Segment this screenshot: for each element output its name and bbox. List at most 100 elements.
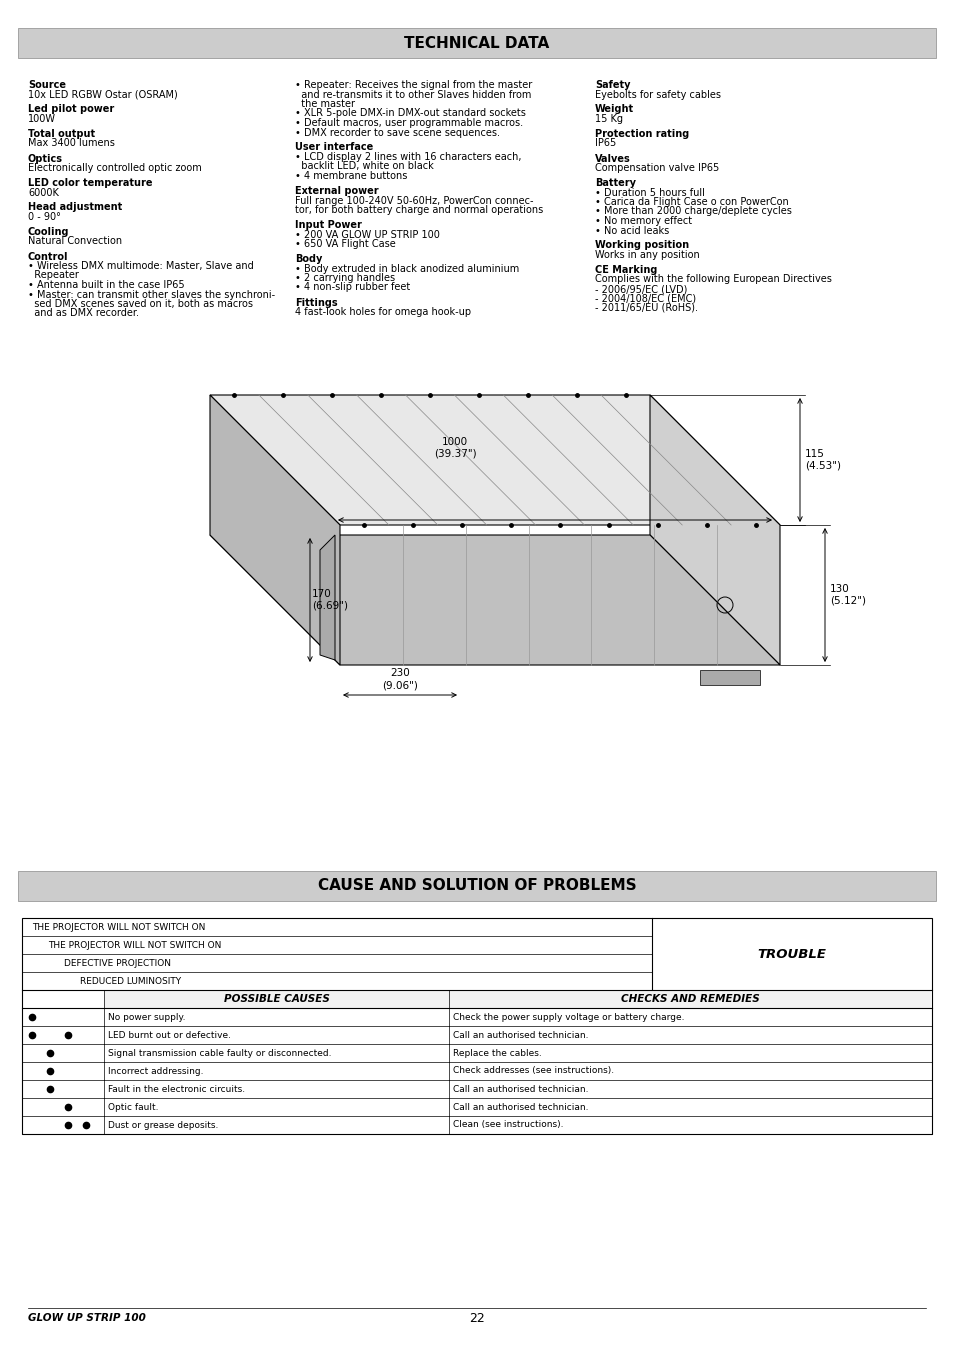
- Text: Electronically controlled optic zoom: Electronically controlled optic zoom: [28, 163, 201, 173]
- Text: backlit LED, white on black: backlit LED, white on black: [294, 162, 434, 171]
- Text: User interface: User interface: [294, 143, 373, 153]
- Text: 170
(6.69"): 170 (6.69"): [312, 589, 348, 610]
- Text: Valves: Valves: [595, 154, 630, 163]
- Text: DEFECTIVE PROJECTION: DEFECTIVE PROJECTION: [64, 958, 171, 968]
- Text: • Wireless DMX multimode: Master, Slave and: • Wireless DMX multimode: Master, Slave …: [28, 261, 253, 271]
- Text: and as DMX recorder.: and as DMX recorder.: [28, 309, 139, 319]
- Text: Input Power: Input Power: [294, 220, 361, 230]
- Text: Body: Body: [294, 254, 322, 265]
- Bar: [18, 28, 935, 58]
- Text: Replace the cables.: Replace the cables.: [453, 1049, 541, 1057]
- Text: Working position: Working position: [595, 240, 688, 251]
- Text: • 4 non-slip rubber feet: • 4 non-slip rubber feet: [294, 282, 410, 293]
- Text: • Body extruded in black anodized aluminium: • Body extruded in black anodized alumin…: [294, 263, 518, 274]
- Text: Full range 100-240V 50-60Hz, PowerCon connec-: Full range 100-240V 50-60Hz, PowerCon co…: [294, 196, 533, 205]
- Text: • 4 membrane buttons: • 4 membrane buttons: [294, 171, 407, 181]
- Polygon shape: [210, 535, 780, 666]
- Text: • Repeater: Receives the signal from the master: • Repeater: Receives the signal from the…: [294, 80, 532, 90]
- Text: • XLR 5-pole DMX-in DMX-out standard sockets: • XLR 5-pole DMX-in DMX-out standard soc…: [294, 108, 525, 119]
- Text: 1000
(39.37"): 1000 (39.37"): [434, 437, 476, 459]
- Text: No power supply.: No power supply.: [108, 1012, 185, 1022]
- Text: IP65: IP65: [595, 139, 616, 148]
- Text: • Carica da Flight Case o con PowerCon: • Carica da Flight Case o con PowerCon: [595, 197, 788, 207]
- Bar: [18, 871, 935, 900]
- Text: 10x LED RGBW Ostar (OSRAM): 10x LED RGBW Ostar (OSRAM): [28, 89, 177, 100]
- Text: • More than 2000 charge/deplete cycles: • More than 2000 charge/deplete cycles: [595, 207, 791, 216]
- Polygon shape: [210, 396, 339, 666]
- Text: • Antenna built in the case IP65: • Antenna built in the case IP65: [28, 279, 185, 290]
- Text: Incorrect addressing.: Incorrect addressing.: [108, 1066, 203, 1076]
- Text: 100W: 100W: [28, 113, 56, 124]
- Polygon shape: [649, 396, 780, 666]
- Text: Optic fault.: Optic fault.: [108, 1103, 158, 1111]
- Text: Control: Control: [28, 251, 69, 262]
- Text: Dust or grease deposits.: Dust or grease deposits.: [108, 1120, 218, 1130]
- Text: Max 3400 lumens: Max 3400 lumens: [28, 139, 114, 148]
- Text: - 2011/65/EU (RoHS).: - 2011/65/EU (RoHS).: [595, 302, 698, 313]
- Text: Fault in the electronic circuits.: Fault in the electronic circuits.: [108, 1084, 245, 1094]
- Text: CE Marking: CE Marking: [595, 265, 657, 275]
- Text: 15 Kg: 15 Kg: [595, 113, 622, 124]
- Text: • DMX recorder to save scene sequences.: • DMX recorder to save scene sequences.: [294, 127, 499, 138]
- Text: Signal transmission cable faulty or disconnected.: Signal transmission cable faulty or disc…: [108, 1049, 331, 1057]
- Text: External power: External power: [294, 186, 378, 196]
- Text: 22: 22: [469, 1311, 484, 1324]
- Bar: [104, 990, 931, 1008]
- Text: Head adjustment: Head adjustment: [28, 202, 122, 212]
- Text: TROUBLE: TROUBLE: [757, 948, 825, 960]
- Polygon shape: [319, 535, 335, 660]
- Text: THE PROJECTOR WILL NOT SWITCH ON: THE PROJECTOR WILL NOT SWITCH ON: [48, 941, 221, 949]
- Text: • Master: can transmit other slaves the synchroni-: • Master: can transmit other slaves the …: [28, 289, 274, 300]
- Text: sed DMX scenes saved on it, both as macros: sed DMX scenes saved on it, both as macr…: [28, 298, 253, 309]
- Text: POSSIBLE CAUSES: POSSIBLE CAUSES: [223, 994, 329, 1004]
- Text: 230
(9.06"): 230 (9.06"): [381, 668, 417, 690]
- Text: CAUSE AND SOLUTION OF PROBLEMS: CAUSE AND SOLUTION OF PROBLEMS: [317, 879, 636, 894]
- Text: TECHNICAL DATA: TECHNICAL DATA: [404, 35, 549, 50]
- Text: THE PROJECTOR WILL NOT SWITCH ON: THE PROJECTOR WILL NOT SWITCH ON: [32, 922, 205, 931]
- Text: LED color temperature: LED color temperature: [28, 178, 152, 188]
- Text: Repeater: Repeater: [28, 270, 79, 281]
- Text: Cooling: Cooling: [28, 227, 70, 238]
- Text: - 2006/95/EC (LVD): - 2006/95/EC (LVD): [595, 284, 687, 294]
- Text: the master: the master: [294, 99, 355, 109]
- Text: Eyebolts for safety cables: Eyebolts for safety cables: [595, 89, 720, 100]
- Text: Fittings: Fittings: [294, 297, 337, 308]
- Text: • LCD display 2 lines with 16 characters each,: • LCD display 2 lines with 16 characters…: [294, 153, 521, 162]
- Text: Compensation valve IP65: Compensation valve IP65: [595, 163, 719, 173]
- Text: Natural Convection: Natural Convection: [28, 236, 122, 247]
- Text: • Duration 5 hours full: • Duration 5 hours full: [595, 188, 704, 197]
- Text: - 2004/108/EC (EMC): - 2004/108/EC (EMC): [595, 293, 696, 304]
- Text: tor, for both battery charge and normal operations: tor, for both battery charge and normal …: [294, 205, 542, 215]
- Text: Complies with the following European Directives: Complies with the following European Dir…: [595, 274, 831, 285]
- Text: GLOW UP STRIP 100: GLOW UP STRIP 100: [28, 1314, 146, 1323]
- Text: Check addresses (see instructions).: Check addresses (see instructions).: [453, 1066, 614, 1076]
- Text: 130
(5.12"): 130 (5.12"): [829, 585, 865, 606]
- Text: • No acid leaks: • No acid leaks: [595, 225, 669, 235]
- Text: 6000K: 6000K: [28, 188, 59, 197]
- Text: Source: Source: [28, 80, 66, 90]
- Text: Led pilot power: Led pilot power: [28, 104, 114, 115]
- Text: Check the power supply voltage or battery charge.: Check the power supply voltage or batter…: [453, 1012, 684, 1022]
- Text: CHECKS AND REMEDIES: CHECKS AND REMEDIES: [620, 994, 760, 1004]
- Text: Battery: Battery: [595, 178, 636, 188]
- Text: Call an authorised technician.: Call an authorised technician.: [453, 1030, 588, 1040]
- Text: Protection rating: Protection rating: [595, 130, 688, 139]
- Text: Works in any position: Works in any position: [595, 250, 699, 261]
- Text: • 650 VA Flight Case: • 650 VA Flight Case: [294, 239, 395, 248]
- Text: Call an authorised technician.: Call an authorised technician.: [453, 1103, 588, 1111]
- Text: • No memory effect: • No memory effect: [595, 216, 691, 225]
- Text: 4 fast-look holes for omega hook-up: 4 fast-look holes for omega hook-up: [294, 306, 471, 317]
- Text: • 200 VA GLOW UP STRIP 100: • 200 VA GLOW UP STRIP 100: [294, 230, 439, 239]
- Text: 115
(4.53"): 115 (4.53"): [804, 450, 841, 471]
- Text: LED burnt out or defective.: LED burnt out or defective.: [108, 1030, 231, 1040]
- Text: Call an authorised technician.: Call an authorised technician.: [453, 1084, 588, 1094]
- Text: REDUCED LUMINOSITY: REDUCED LUMINOSITY: [80, 976, 181, 986]
- Text: • 2 carrying handles: • 2 carrying handles: [294, 273, 395, 284]
- Text: Weight: Weight: [595, 104, 634, 115]
- Text: Optics: Optics: [28, 154, 63, 163]
- Text: • Default macros, user programmable macros.: • Default macros, user programmable macr…: [294, 117, 522, 128]
- Polygon shape: [210, 396, 780, 525]
- Bar: [22, 918, 931, 1134]
- Polygon shape: [700, 670, 760, 684]
- Text: Clean (see instructions).: Clean (see instructions).: [453, 1120, 563, 1130]
